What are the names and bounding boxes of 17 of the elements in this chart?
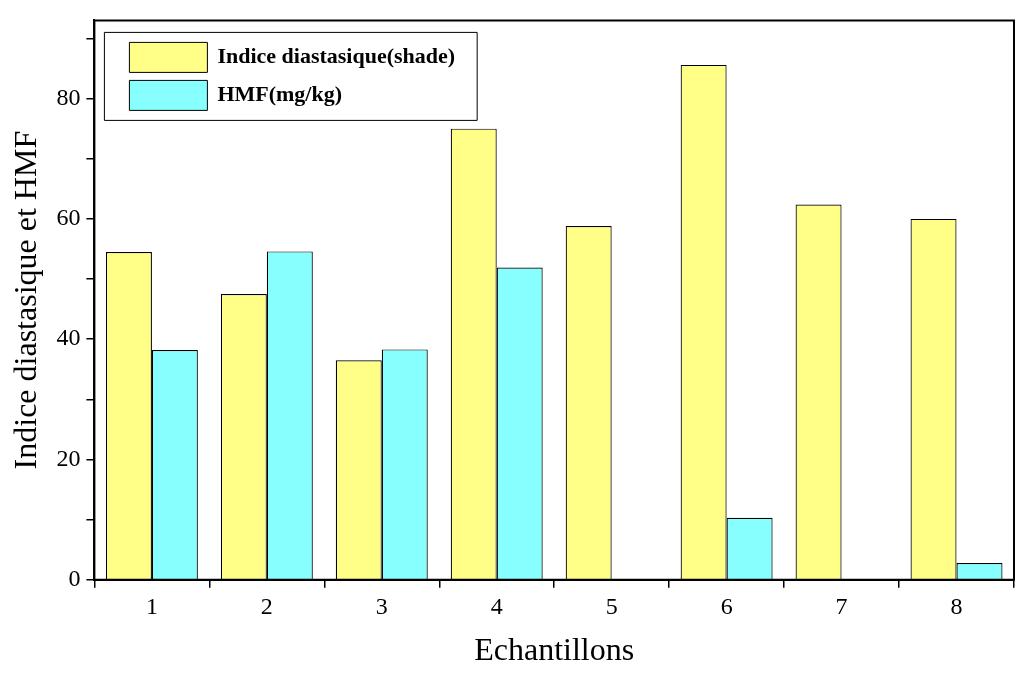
x-tick-label: 3 xyxy=(375,593,388,620)
y-tick-label: 80 xyxy=(56,83,81,110)
y-tick-label: 60 xyxy=(56,204,81,231)
y-tick-label: 40 xyxy=(56,324,81,351)
legend-label: HMF(mg/kg) xyxy=(217,81,343,107)
x-tick-label: 1 xyxy=(145,593,158,620)
x-tick-label: 4 xyxy=(490,593,503,620)
x-tick-label: 8 xyxy=(950,593,963,620)
y-axis-title: Indice diastasique et HMF xyxy=(6,130,43,470)
x-tick-label: 5 xyxy=(605,593,618,620)
y-tick-label: 20 xyxy=(56,444,81,471)
x-tick-label: 6 xyxy=(720,593,733,620)
x-tick-label: 7 xyxy=(835,593,848,620)
legend-label: Indice diastasique(shade) xyxy=(217,43,456,69)
x-tick-label: 2 xyxy=(260,593,273,620)
y-tick-label: 0 xyxy=(68,565,81,592)
x-axis-title: Echantillons xyxy=(474,631,635,668)
